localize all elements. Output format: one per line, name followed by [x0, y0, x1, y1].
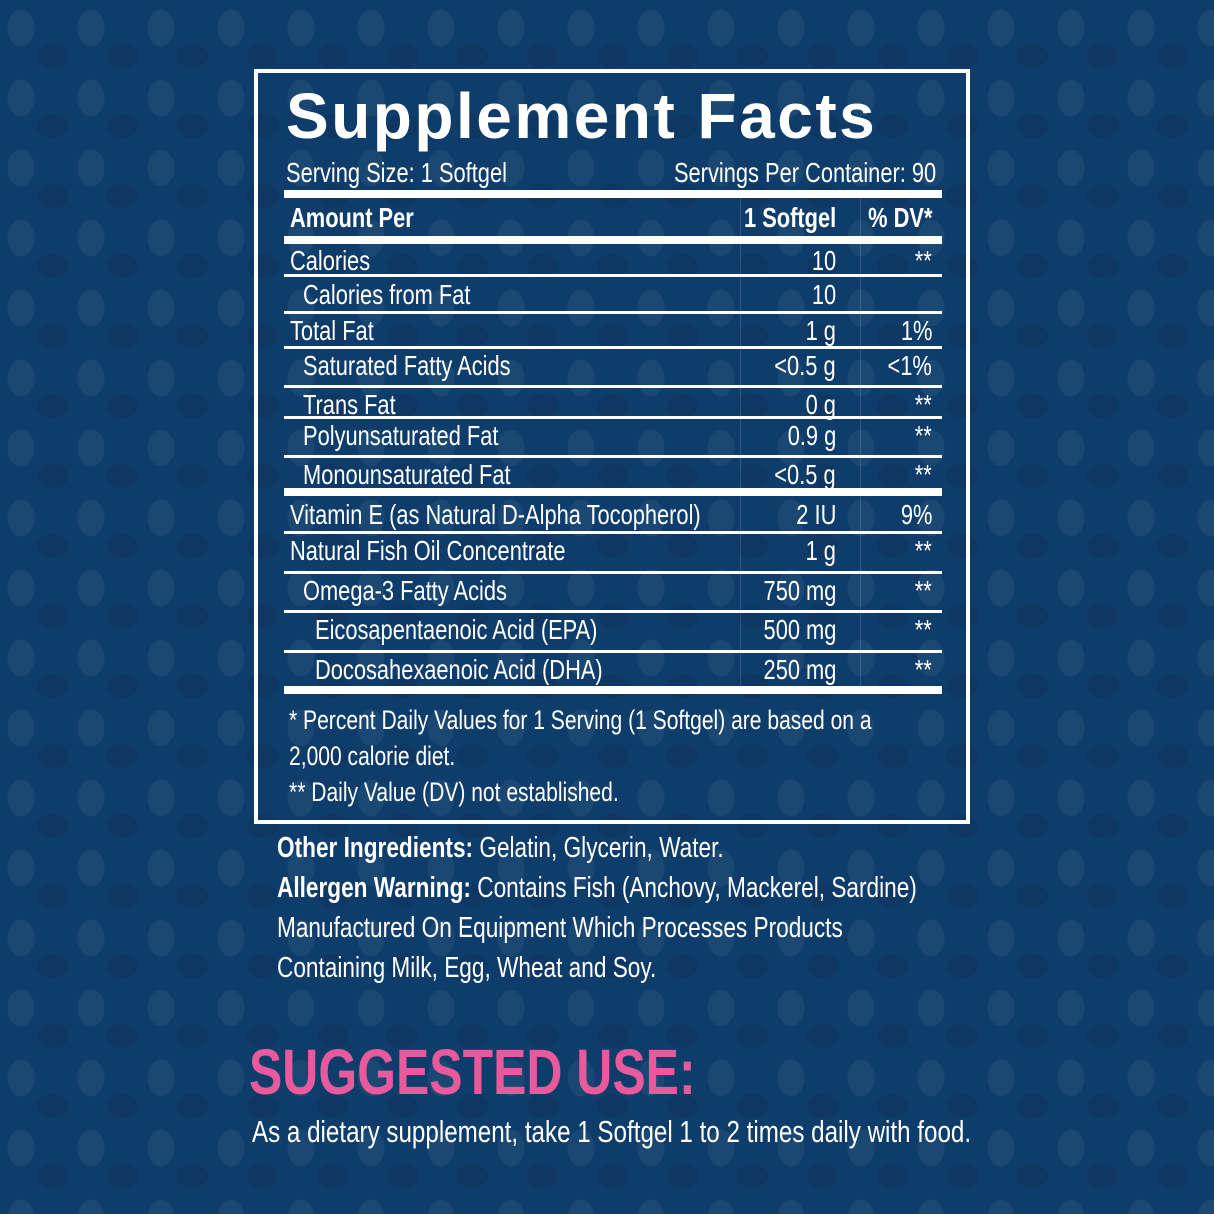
- nutrient-name: Docosahexaenoic Acid (DHA): [315, 654, 603, 685]
- suggested-use-text: As a dietary supplement, take 1 Softgel …: [252, 1114, 972, 1149]
- nutrient-name: Calories from Fat: [303, 279, 471, 310]
- nutrient-name: Monounsaturated Fat: [303, 459, 511, 490]
- row-divider: [284, 455, 942, 458]
- nutrient-name: Vitamin E (as Natural D-Alpha Tocopherol…: [290, 499, 701, 530]
- nutrient-amount: 0 g: [805, 389, 836, 420]
- nutrient-name: Polyunsaturated Fat: [303, 420, 499, 451]
- nutrient-amount: <0.5 g: [774, 350, 836, 381]
- allergen-warning: Allergen Warning: Contains Fish (Anchovy…: [277, 868, 917, 908]
- nutrient-amount: 250 mg: [763, 654, 836, 685]
- nutrient-name: Natural Fish Oil Concentrate: [290, 535, 566, 566]
- thick-divider: [284, 236, 942, 244]
- nutrient-name: Saturated Fatty Acids: [303, 350, 511, 381]
- row-divider: [284, 610, 942, 613]
- row-divider: [284, 346, 942, 349]
- nutrient-dv: **: [914, 575, 932, 606]
- nutrient-amount: 0.9 g: [787, 420, 836, 451]
- header-dv: % DV*: [867, 202, 932, 233]
- other-ingredients: Other Ingredients: Gelatin, Glycerin, Wa…: [277, 828, 724, 868]
- header-serving: 1 Softgel: [743, 202, 836, 233]
- column-divider: [860, 190, 861, 694]
- nutrient-dv: **: [914, 614, 932, 645]
- nutrient-dv: **: [914, 245, 932, 276]
- supplement-facts-panel: [254, 69, 970, 824]
- nutrient-name: Total Fat: [290, 315, 374, 346]
- row-divider: [284, 650, 942, 653]
- allergen-label: Allergen Warning:: [277, 872, 471, 904]
- nutrient-dv: 9%: [900, 499, 932, 530]
- row-divider: [284, 571, 942, 574]
- nutrient-amount: 750 mg: [763, 575, 836, 606]
- nutrient-name: Calories: [290, 245, 371, 276]
- nutrient-amount: 1 g: [805, 535, 836, 566]
- serving-size: Serving Size: 1 Softgel: [286, 157, 507, 188]
- nutrient-amount: 1 g: [805, 315, 836, 346]
- allergen-line3: Containing Milk, Egg, Wheat and Soy.: [277, 952, 657, 984]
- nutrient-amount: 500 mg: [763, 614, 836, 645]
- thick-divider: [284, 190, 942, 198]
- nutrient-amount: 10: [811, 279, 836, 310]
- facts-title: Supplement Facts: [286, 80, 878, 152]
- row-divider: [284, 274, 942, 277]
- nutrient-dv: **: [914, 459, 932, 490]
- other-ingredients-label: Other Ingredients:: [277, 832, 474, 864]
- nutrient-amount: <0.5 g: [774, 459, 836, 490]
- suggested-use-title: SUGGESTED USE:: [249, 1036, 696, 1108]
- footnote: ** Daily Value (DV) not established.: [289, 777, 619, 807]
- nutrient-name: Trans Fat: [303, 389, 396, 420]
- row-divider: [284, 416, 942, 419]
- thick-divider: [284, 686, 942, 694]
- nutrient-dv: **: [914, 535, 932, 566]
- nutrient-dv: 1%: [900, 315, 932, 346]
- other-ingredients-text: Gelatin, Glycerin, Water.: [473, 832, 724, 864]
- nutrient-dv: **: [914, 389, 932, 420]
- row-divider: [284, 531, 942, 534]
- nutrient-name: Omega-3 Fatty Acids: [303, 575, 507, 606]
- servings-per-container: Servings Per Container: 90: [673, 157, 936, 188]
- nutrient-amount: 10: [811, 245, 836, 276]
- nutrient-name: Eicosapentaenoic Acid (EPA): [315, 614, 598, 645]
- nutrient-dv: **: [914, 654, 932, 685]
- row-divider: [284, 385, 942, 388]
- nutrient-amount: 2 IU: [795, 499, 836, 530]
- nutrient-dv: **: [914, 420, 932, 451]
- nutrient-dv: <1%: [887, 350, 932, 381]
- thick-divider: [284, 488, 942, 496]
- footnote: * Percent Daily Values for 1 Serving (1 …: [289, 705, 872, 735]
- allergen-text: Contains Fish (Anchovy, Mackerel, Sardin…: [470, 872, 917, 904]
- header-amount-per: Amount Per: [290, 202, 414, 233]
- allergen-line2: Manufactured On Equipment Which Processe…: [277, 912, 843, 944]
- footnote: 2,000 calorie diet.: [289, 741, 456, 771]
- column-divider: [740, 190, 741, 694]
- row-divider: [284, 311, 942, 314]
